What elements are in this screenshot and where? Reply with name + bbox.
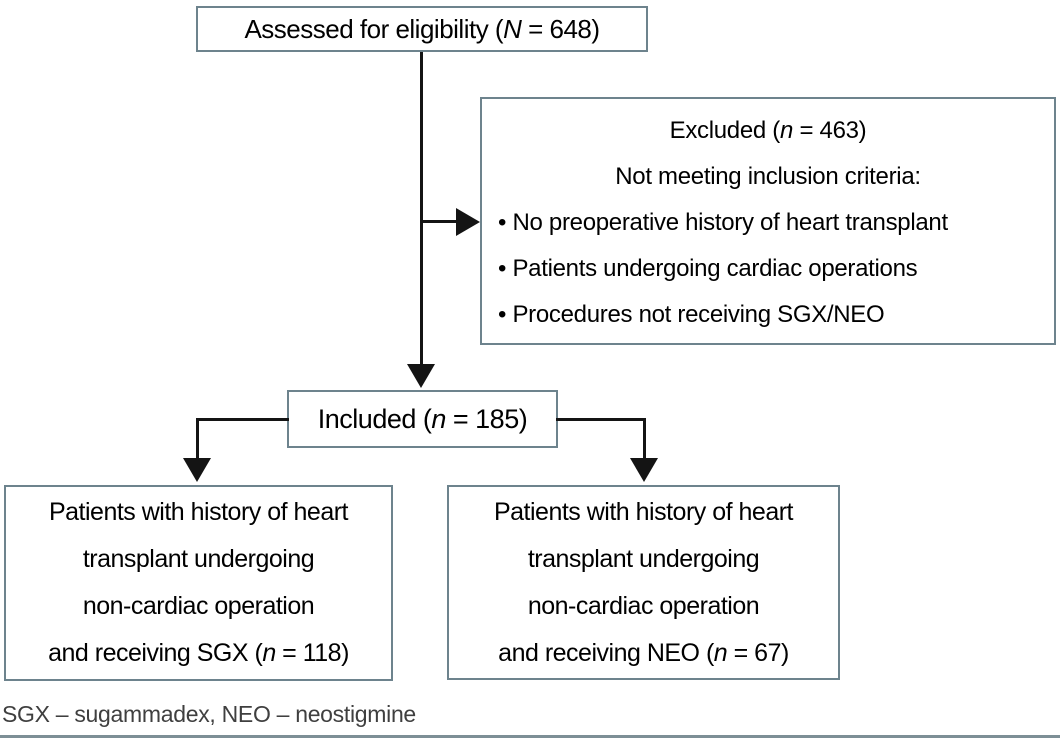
abbreviation-footnote: SGX – sugammadex, NEO – neostigmine [2, 701, 416, 727]
connector-left-vertical [196, 418, 199, 462]
bottom-rule-divider [0, 735, 1060, 738]
excluded-box: Excluded (n = 463) Not meeting inclusion… [480, 97, 1056, 345]
neo-group-line: and receiving NEO (n = 67) [498, 638, 789, 667]
assessed-eligibility-box: Assessed for eligibility (N = 648) [196, 6, 648, 52]
connector-branch-left [196, 418, 289, 421]
arrowhead-right-icon [456, 208, 480, 236]
neo-group-line: Patients with history of heart [493, 497, 794, 526]
arrowhead-down-left-icon [183, 458, 211, 482]
arrowhead-down-icon [407, 364, 435, 388]
assessed-eligibility-label: Assessed for eligibility (N = 648) [244, 13, 600, 44]
neo-group-line: transplant undergoing [527, 544, 760, 573]
included-box: Included (n = 185) [287, 390, 558, 448]
sgx-group-box: Patients with history of heart transplant… [4, 485, 393, 681]
excluded-subtitle: Not meeting inclusion criteria: [615, 163, 921, 190]
sgx-group-line: and receiving SGX (n = 118) [48, 639, 349, 667]
arrowhead-down-right-icon [630, 458, 658, 482]
connector-to-excluded [420, 220, 458, 223]
connector-main-vertical [420, 52, 423, 364]
included-label: Included (n = 185) [317, 403, 528, 434]
sgx-group-line: Patients with history of heart [48, 498, 349, 526]
sgx-group-line: non-cardiac operation [82, 592, 315, 620]
excluded-bullet-item: • Patients undergoing cardiac operations [498, 255, 918, 282]
excluded-bullet-list: • No preoperative history of heart trans… [488, 200, 1048, 338]
neo-group-box: Patients with history of heart transplant… [447, 485, 840, 680]
excluded-bullet-item: • No preoperative history of heart trans… [498, 209, 948, 236]
excluded-title: Excluded (n = 463) [669, 117, 867, 144]
excluded-bullet-item: • Procedures not receiving SGX/NEO [498, 301, 885, 328]
neo-group-line: non-cardiac operation [527, 591, 760, 620]
sgx-group-line: transplant undergoing [82, 545, 315, 573]
connector-branch-right [556, 418, 645, 421]
connector-right-vertical [643, 418, 646, 462]
